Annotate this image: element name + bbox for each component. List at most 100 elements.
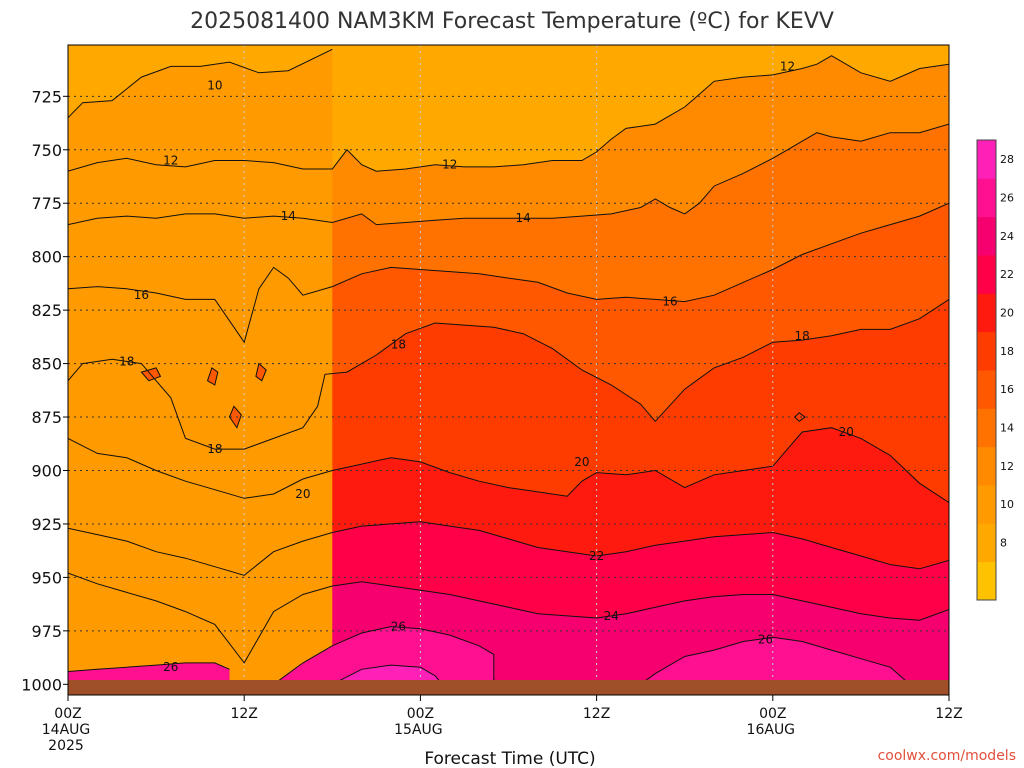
below-ground-surface xyxy=(68,680,949,695)
y-tick-label-875: 875 xyxy=(31,408,62,427)
colorbar-label-10: 10 xyxy=(1000,498,1014,511)
y-tick-label-950: 950 xyxy=(31,568,62,587)
band-pocket-26-2 xyxy=(273,626,509,695)
colorbar-swatch-10 xyxy=(977,485,996,524)
isotherm-22-6 xyxy=(68,521,949,576)
x-tick-label-48-0: 00Z xyxy=(759,706,786,722)
isotherm-24-7 xyxy=(68,572,949,664)
colorbar-swatch-12 xyxy=(977,446,996,486)
x-tick-label-36-0: 12Z xyxy=(583,706,610,722)
contour-label-26-18: 26 xyxy=(758,632,773,646)
y-tick-label-925: 925 xyxy=(31,515,62,534)
y-tick-label-850: 850 xyxy=(31,355,62,374)
colorbar-swatch-14 xyxy=(977,408,996,448)
contour-label-24-16: 24 xyxy=(604,609,619,623)
chart-title: 2025081400 NAM3KM Forecast Temperature (… xyxy=(190,9,834,34)
isotherm-14-2 xyxy=(68,123,949,226)
isotherm-18-4 xyxy=(68,298,949,450)
contour-label-16-6: 16 xyxy=(134,288,149,302)
grid-lines xyxy=(68,45,949,695)
contour-label-16-7: 16 xyxy=(662,295,677,309)
colorbar-swatch-24 xyxy=(977,216,996,256)
colorbar-swatch-18 xyxy=(977,331,996,371)
contour-label-26-19: 26 xyxy=(163,660,178,674)
contour-label-10-0: 10 xyxy=(207,79,222,93)
isotherm-closed-18-0 xyxy=(140,367,162,382)
plot-frame xyxy=(67,44,950,696)
colorbar-label-22: 22 xyxy=(1000,268,1014,281)
y-tick-label-825: 825 xyxy=(31,301,62,320)
isotherm-10-0 xyxy=(68,48,333,119)
contour-label-20-12: 20 xyxy=(295,487,310,501)
contour-label-18-10: 18 xyxy=(795,329,810,343)
isotherm-20-5 xyxy=(68,427,949,504)
colorbar-label-28: 28 xyxy=(1000,153,1014,166)
colorbar-swatch-26 xyxy=(977,178,996,218)
temperature-fill-bands xyxy=(68,45,949,695)
contour-label-18-9: 18 xyxy=(391,337,406,351)
colorbar-label-12: 12 xyxy=(1000,460,1014,473)
contour-label-14-4: 14 xyxy=(281,209,296,223)
source-watermark: coolwx.com/models xyxy=(878,748,1016,764)
colorbar-frame xyxy=(976,139,997,601)
isotherm-12-1 xyxy=(68,55,949,172)
y-tick-label-775: 775 xyxy=(31,194,62,213)
y-tick-label-900: 900 xyxy=(31,461,62,480)
isotherm-closed-20-4 xyxy=(794,412,806,422)
isotherm-closed-18-1 xyxy=(206,367,219,386)
isotherm-26-9 xyxy=(273,626,509,685)
y-tick-label-975: 975 xyxy=(31,622,62,641)
y-tick-label-1000: 1000 xyxy=(21,675,62,694)
x-axis-label: Forecast Time (UTC) xyxy=(424,749,595,768)
colorbar-label-16: 16 xyxy=(1000,383,1014,396)
colorbar-swatch-6 xyxy=(977,561,996,601)
contour-label-12-3: 12 xyxy=(780,59,795,73)
band-pocket-10-0 xyxy=(68,49,333,695)
contour-label-26-17: 26 xyxy=(391,620,406,634)
plot-area xyxy=(68,45,949,695)
isotherm-closed-18-3 xyxy=(228,405,242,429)
colorbar-swatch-20 xyxy=(977,293,996,333)
x-tick-label-12-0: 12Z xyxy=(230,706,257,722)
isotherm-26-10 xyxy=(640,636,906,685)
contour-label-14-5: 14 xyxy=(516,211,531,225)
contour-label-20-14: 20 xyxy=(839,425,854,439)
closed-pocket-18-1 xyxy=(207,367,218,385)
colorbar-label-8: 8 xyxy=(1000,537,1007,550)
colorbar-swatch-22 xyxy=(977,255,996,294)
contour-label-12-2: 12 xyxy=(442,158,457,172)
y-tick-label-800: 800 xyxy=(31,248,62,267)
isotherm-lines xyxy=(68,48,949,685)
colorbar-label-24: 24 xyxy=(1000,230,1014,243)
x-tick-label-0-1: 14AUG xyxy=(42,722,91,738)
contour-label-12-1: 12 xyxy=(163,153,178,167)
x-tick-label-60-0: 12Z xyxy=(935,706,962,722)
x-tick-label-48-1: 16AUG xyxy=(747,722,796,738)
colorbar-label-26: 26 xyxy=(1000,192,1014,205)
colorbar-label-14: 14 xyxy=(1000,422,1014,435)
colorbar-label-20: 20 xyxy=(1000,307,1014,320)
contour-label-20-13: 20 xyxy=(574,455,589,469)
isotherm-26-8 xyxy=(68,662,230,672)
colorbar-swatch-16 xyxy=(977,370,996,409)
x-tick-label-0-2: 2025 xyxy=(48,738,84,754)
contour-labels: 10 12 12 12 14 14 16 16 18 18 18 18 20 20 20 22 24 26 26 26 xyxy=(119,59,854,674)
contour-label-18-8: 18 xyxy=(119,354,134,368)
colorbar-swatch-28 xyxy=(977,140,996,179)
isotherm-28-11 xyxy=(332,664,443,685)
x-tick-label-24-1: 15AUG xyxy=(394,722,443,738)
x-tick-label-24-0: 00Z xyxy=(407,706,434,722)
y-tick-label-750: 750 xyxy=(31,141,62,160)
colorbar-legend: 8 10 12 14 16 18 20 22 24 26 28 xyxy=(976,139,1014,601)
colorbar-swatch-8 xyxy=(977,523,996,563)
y-tick-label-725: 725 xyxy=(31,87,62,106)
isotherm-closed-18-2 xyxy=(255,362,267,382)
x-tick-label-0-0: 00Z xyxy=(54,706,81,722)
contour-label-22-15: 22 xyxy=(589,549,604,563)
contour-label-18-11: 18 xyxy=(207,442,222,456)
isotherm-16-3 xyxy=(68,202,949,344)
colorbar-label-18: 18 xyxy=(1000,345,1014,358)
y-axis-pressure: 725 750 775 800 825 850 875 900 925 950 975 1000 xyxy=(21,87,68,694)
